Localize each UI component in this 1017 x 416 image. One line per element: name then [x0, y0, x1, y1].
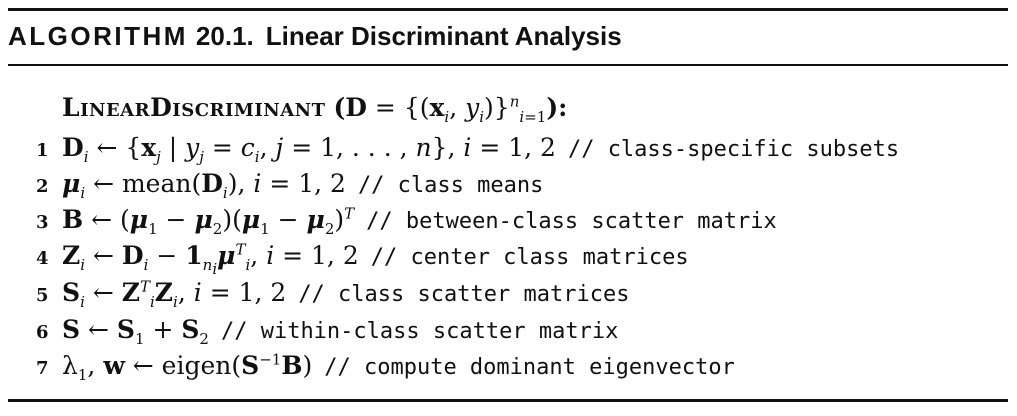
step-5-comment: // class scatter matrices [298, 282, 630, 307]
top-rule [8, 8, 1008, 11]
step-2-math: μi ← mean(Di), i = 1, 2 [62, 169, 346, 202]
step-6-math: S ← S1 + S2 [62, 315, 209, 348]
step-7-comment: // compute dominant eigenvector [324, 355, 735, 380]
step-6: 6 S ← S1 + S2 // within-class scatter ma… [36, 314, 618, 349]
procedure-header: LinearDiscriminant (D = {(xi, yi)}ni=1): [62, 92, 568, 126]
title-rule [8, 64, 1008, 66]
procedure-signature: (D = {(xi, yi)}ni=1): [333, 92, 568, 126]
algorithm-number: 20.1. [195, 21, 254, 51]
step-4: 4 Zi ← Di − 1niμTi, i = 1, 2 // center c… [36, 240, 689, 278]
step-5-math: Si ← ZTiZi, i = 1, 2 [62, 277, 287, 311]
step-7-math: λ1, w ← eigen(S−1B) [62, 350, 313, 384]
step-number: 2 [36, 176, 49, 197]
step-1-comment: // class-specific subsets [567, 137, 900, 162]
step-5: 5 Si ← ZTiZi, i = 1, 2 // class scatter … [36, 277, 629, 312]
step-1: 1 Di ← {xj | yj = ci, j = 1, . . . , n},… [36, 132, 899, 167]
algorithm-title: ALGORITHM 20.1. Linear Discriminant Analys… [8, 19, 622, 53]
procedure-name: LinearDiscriminant [62, 93, 326, 122]
step-number: 3 [36, 212, 49, 233]
step-2-comment: // class means [357, 173, 544, 198]
step-number: 4 [36, 248, 49, 269]
step-3-math: B ← (μ1 − μ2)(μ1 − μ2)T [62, 204, 355, 238]
algorithm-label: ALGORITHM [8, 21, 188, 51]
step-number: 1 [36, 140, 49, 161]
step-4-comment: // center class matrices [370, 245, 689, 270]
step-3: 3 B ← (μ1 − μ2)(μ1 − μ2)T // between-cla… [36, 204, 777, 239]
step-3-comment: // between-class scatter matrix [366, 209, 777, 234]
step-6-comment: // within-class scatter matrix [220, 319, 619, 344]
step-1-math: Di ← {xj | yj = ci, j = 1, . . . , n}, i… [62, 133, 556, 166]
step-number: 5 [36, 285, 49, 306]
bottom-rule [8, 399, 1008, 402]
step-2: 2 μi ← mean(Di), i = 1, 2 // class means [36, 168, 543, 203]
step-7: 7 λ1, w ← eigen(S−1B) // compute dominan… [36, 350, 735, 385]
step-number: 7 [36, 358, 49, 379]
step-4-math: Zi ← Di − 1niμTi, i = 1, 2 [62, 240, 359, 278]
algorithm-name: Linear Discriminant Analysis [265, 21, 622, 51]
step-number: 6 [36, 322, 49, 343]
